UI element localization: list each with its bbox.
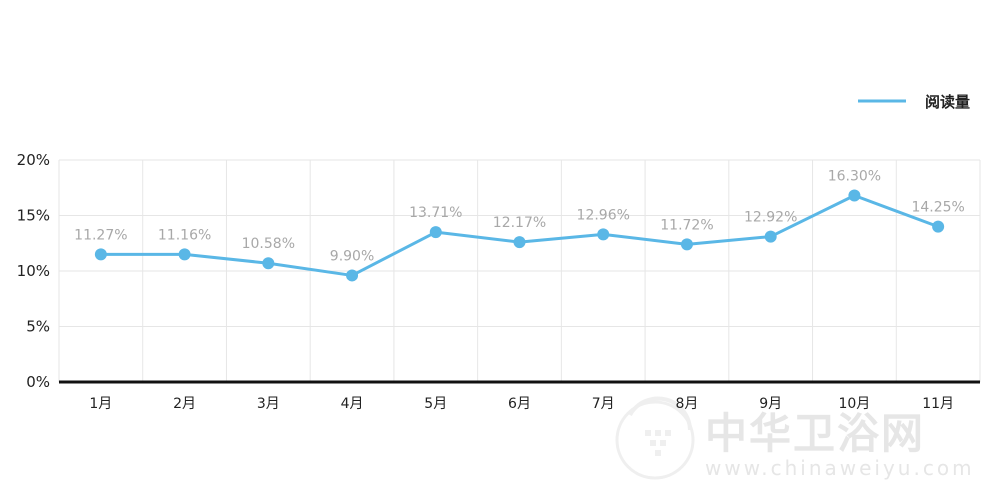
data-point[interactable] xyxy=(262,257,275,270)
x-tick-label: 7月 xyxy=(592,396,615,412)
x-tick-label: 4月 xyxy=(341,396,364,412)
watermark: 中华卫浴网 www.chinaweiyu.com xyxy=(615,396,975,480)
data-point[interactable] xyxy=(346,269,359,282)
x-tick-label: 10月 xyxy=(838,396,870,412)
watermark-text: 中华卫浴网 xyxy=(705,409,925,458)
watermark-logo-icon xyxy=(615,396,695,480)
series-layer xyxy=(94,189,945,282)
x-tick-label: 1月 xyxy=(89,396,112,412)
data-point[interactable] xyxy=(597,228,610,241)
data-label: 11.16% xyxy=(158,227,211,243)
y-tick-label: 0% xyxy=(26,373,50,391)
data-point[interactable] xyxy=(680,238,693,251)
data-point[interactable] xyxy=(764,230,777,243)
data-label: 10.58% xyxy=(242,236,295,252)
data-label: 12.92% xyxy=(744,210,797,226)
data-label: 11.27% xyxy=(74,227,127,243)
data-label: 14.25% xyxy=(911,200,964,216)
grid xyxy=(58,159,981,382)
x-tick-label: 3月 xyxy=(257,396,280,412)
data-point[interactable] xyxy=(513,236,526,249)
y-tick-label: 20% xyxy=(17,151,50,169)
x-tick-label: 6月 xyxy=(508,396,531,412)
data-point[interactable] xyxy=(178,248,191,261)
data-label: 12.96% xyxy=(577,207,630,223)
data-label: 11.72% xyxy=(660,217,713,233)
x-tick-label: 11月 xyxy=(922,396,954,412)
legend[interactable]: 阅读量 xyxy=(858,93,970,111)
x-tick-label: 5月 xyxy=(424,396,447,412)
y-tick-label: 5% xyxy=(26,318,50,336)
data-point[interactable] xyxy=(429,226,442,239)
data-label: 13.71% xyxy=(409,205,462,221)
y-tick-label: 15% xyxy=(17,207,50,225)
data-point[interactable] xyxy=(932,220,945,233)
x-tick-label: 2月 xyxy=(173,396,196,412)
y-tick-label: 10% xyxy=(17,262,50,280)
legend-label: 阅读量 xyxy=(925,93,970,111)
data-labels: 11.27% 11.16% 10.58% 9.90% 13.71% 12.17% 12.96… xyxy=(74,169,965,265)
watermark-url: www.chinaweiyu.com xyxy=(705,456,975,480)
data-label: 16.30% xyxy=(828,169,881,185)
x-tick-label: 9月 xyxy=(759,396,782,412)
x-tick-label: 8月 xyxy=(675,396,698,412)
data-point[interactable] xyxy=(848,189,861,202)
data-label: 12.17% xyxy=(493,215,546,231)
data-point[interactable] xyxy=(94,248,107,261)
axes: 0% 5% 10% 15% 20% 1月 2月 3月 4月 5月 6月 7月 8月 9月 10月 11月 xyxy=(17,151,980,412)
data-label: 9.90% xyxy=(330,248,374,264)
